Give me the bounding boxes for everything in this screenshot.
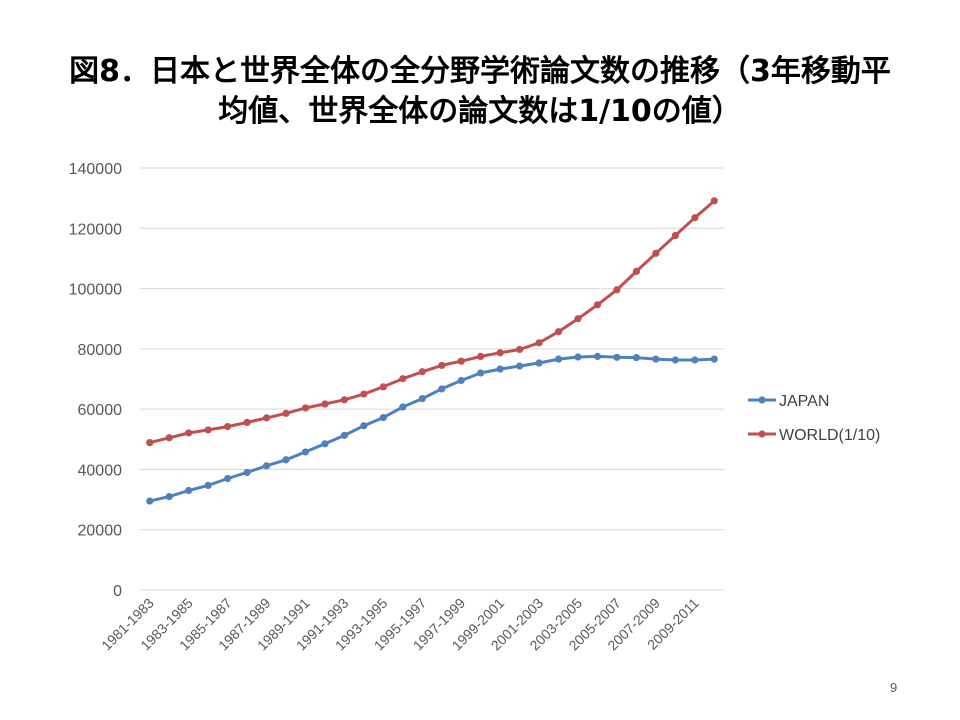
data-point-2 [243,418,251,427]
y-tick-label: 120000 [69,221,122,238]
data-point-2 [418,368,426,376]
data-point-1 [691,356,699,364]
data-point-1 [438,385,446,393]
data-point-2 [516,345,524,354]
y-tick-label: 80000 [78,342,123,359]
data-point-1 [340,431,348,439]
data-point-1 [613,353,621,361]
data-point-2 [340,396,348,404]
legend-marker-1 [758,396,766,404]
data-point-1 [574,353,582,361]
chart-title-line-1: 図8．日本と世界全体の全分野学術論文数の推移（3年移動平 [69,54,891,89]
chart-title-line-2: 均値、世界全体の論文数は1/10の値） [218,94,742,129]
data-point-2 [146,439,154,447]
data-point-2 [496,349,504,357]
data-point-2 [574,315,582,323]
data-point-1 [262,462,271,470]
data-point-1 [418,394,426,403]
data-point-2 [671,231,679,240]
y-tick-label: 20000 [78,523,123,540]
y-tick-label: 60000 [78,402,123,419]
data-point-1 [554,355,563,363]
data-point-1 [516,362,524,370]
data-point-1 [224,474,232,483]
data-point-1 [399,403,407,411]
legend-label-1: JAPAN [779,393,829,410]
data-point-2 [204,426,212,434]
data-point-2 [477,352,485,360]
data-point-1 [477,369,485,377]
data-point-2 [652,249,660,257]
data-point-2 [399,375,407,383]
chart-title: 図8．日本と世界全体の全分野学術論文数の推移（3年移動平 均値、世界全体の論文数… [40,52,920,132]
y-tick-label: 40000 [78,462,123,479]
data-point-2 [613,286,621,294]
data-point-1 [671,356,679,364]
data-point-2 [185,429,193,437]
data-point-2 [593,301,602,309]
data-point-1 [710,355,718,363]
y-tick-label: 140000 [69,161,122,178]
data-point-2 [282,409,290,417]
data-point-1 [243,468,251,477]
data-point-2 [301,404,310,412]
y-tick-label: 0 [113,583,122,600]
data-point-2 [554,328,563,336]
legend-marker-2 [758,430,766,438]
data-point-1 [496,365,504,373]
legend-label-2: WORLD(1/10) [779,427,880,444]
data-point-1 [185,486,193,495]
series-line-2 [148,199,716,445]
data-point-1 [535,359,543,367]
data-point-1 [321,440,329,448]
data-point-2 [360,390,368,398]
data-point-2 [379,383,387,391]
data-point-1 [379,413,387,422]
data-point-2 [438,361,446,370]
series-line-1 [148,354,716,503]
data-point-1 [146,497,154,505]
data-point-2 [691,214,699,222]
data-point-1 [301,448,310,456]
data-point-1 [593,352,602,360]
data-point-1 [652,355,660,363]
data-point-1 [360,422,368,430]
data-point-1 [204,481,212,490]
data-point-2 [321,400,329,408]
data-point-2 [710,197,718,205]
data-point-2 [224,423,232,431]
data-point-2 [535,339,543,347]
data-point-2 [457,357,465,365]
page-number: 9 [890,680,898,695]
data-point-2 [632,267,641,275]
y-tick-label: 100000 [69,282,122,299]
data-point-2 [165,434,173,442]
data-point-1 [165,492,173,501]
data-point-1 [282,456,290,464]
data-point-1 [457,376,465,385]
data-point-1 [632,353,641,362]
data-point-2 [262,414,271,422]
